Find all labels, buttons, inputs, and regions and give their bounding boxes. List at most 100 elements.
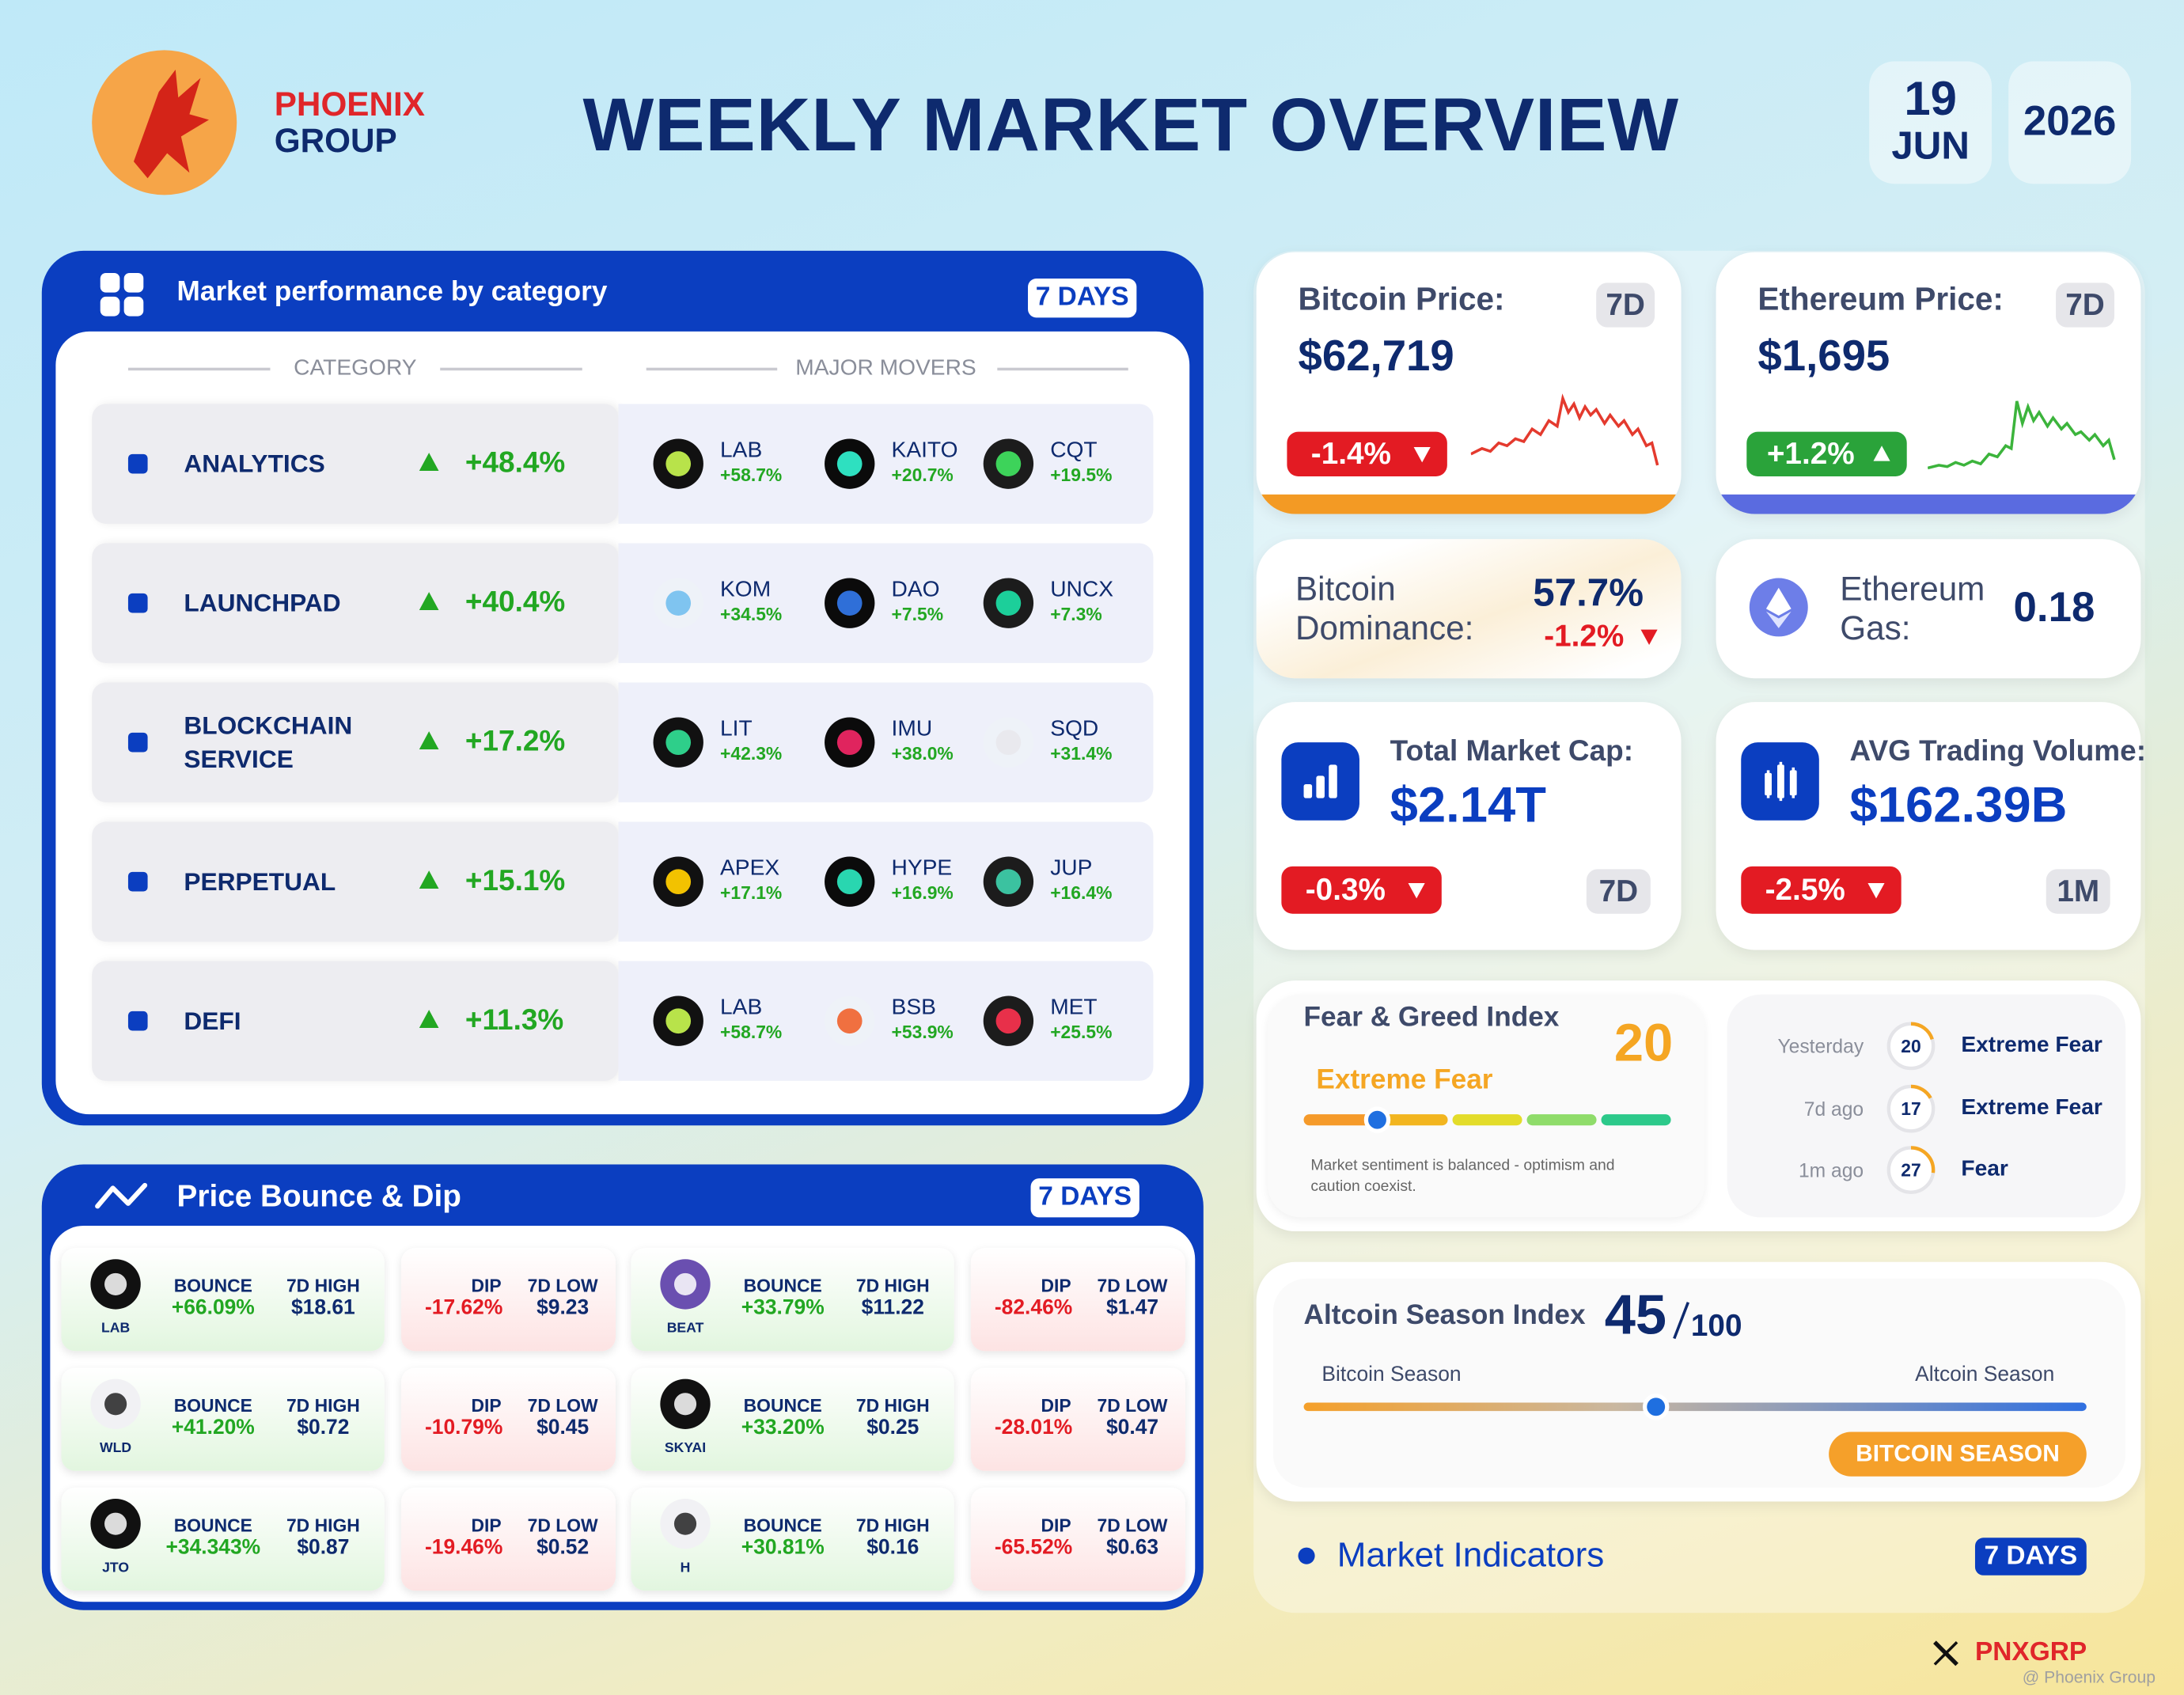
panel-icon [123, 272, 144, 293]
token-icon-mark [665, 869, 692, 895]
high-value: $0.72 [297, 1416, 350, 1440]
category-change: +48.4% [464, 447, 566, 480]
panel-icon [95, 1182, 148, 1209]
history-value: 27 [1901, 1159, 1921, 1181]
token-icon [653, 578, 703, 628]
category-bullet [127, 453, 148, 474]
token-icon-mark [836, 730, 863, 756]
mover-symbol: IMU [891, 717, 933, 741]
period-badge: 7D [1586, 869, 1651, 914]
mover-change: +19.5% [1050, 465, 1113, 486]
low-label: 7D LOW [527, 1394, 598, 1416]
dip-label: DIP [471, 1394, 502, 1416]
fear-greed-value: 20 [1613, 1014, 1674, 1074]
bounce-value: +33.79% [741, 1295, 825, 1320]
low-label: 7D LOW [1097, 1275, 1168, 1296]
token-symbol: SKYAI [664, 1440, 707, 1457]
token-symbol: WLD [100, 1440, 132, 1457]
category-name: LAUNCHPAD [184, 589, 341, 617]
token-icon-mark [665, 730, 692, 756]
high-label: 7D HIGH [286, 1275, 360, 1296]
dip-value: -10.79% [424, 1416, 503, 1440]
arrow [1873, 446, 1890, 461]
mover-symbol: KOM [720, 578, 772, 602]
arrow [1408, 882, 1425, 899]
token-icon [825, 856, 875, 907]
stat-card [1256, 539, 1682, 679]
mover-symbol: CQT [1050, 438, 1098, 463]
token-icon-mark [836, 590, 863, 616]
bounce-value: +34.343% [165, 1535, 261, 1560]
bullet [1298, 1547, 1315, 1564]
card-label: Bitcoin Price: [1298, 280, 1505, 317]
dip-card [400, 1487, 616, 1591]
card-icon-glyph [1303, 764, 1337, 798]
dip-label: DIP [471, 1515, 502, 1536]
history-value: 20 [1901, 1035, 1921, 1057]
period-badge: 7D [2056, 282, 2114, 328]
token-icon-mark [836, 1008, 863, 1034]
token-icon [660, 1378, 711, 1429]
price-value: $1,695 [1757, 331, 1890, 381]
icon-candle [1765, 772, 1772, 796]
card-strip [1716, 494, 2141, 514]
bounce-value: +33.20% [741, 1416, 825, 1440]
category-card [92, 404, 619, 524]
history-gauge [1886, 1146, 1936, 1194]
category-change: +11.3% [464, 1004, 564, 1037]
low-label: 7D LOW [1097, 1394, 1168, 1416]
low-value: $0.47 [1105, 1416, 1159, 1440]
arrow-icon [419, 731, 439, 749]
gauge-segment [1378, 1114, 1448, 1126]
arrow-icon [1867, 882, 1885, 899]
mover-change: +31.4% [1050, 743, 1113, 764]
dominance-change: -1.2% [1544, 618, 1625, 654]
bounce-label: BOUNCE [743, 1515, 822, 1536]
card-strip [1256, 494, 1682, 514]
mover-change: +42.3% [720, 743, 783, 764]
history-gauge [1886, 1083, 1936, 1132]
date-month: JUN [1891, 123, 1970, 168]
dip-card [400, 1367, 616, 1471]
token-icon-mark [836, 451, 863, 476]
page-title: WEEKLY MARKET OVERVIEW [582, 83, 1680, 168]
sparkline [1470, 393, 1659, 466]
category-name: BLOCKCHAIN SERVICE [184, 711, 353, 773]
token-icon [983, 438, 1034, 489]
change-value: -1.4% [1310, 435, 1391, 471]
arrow [419, 453, 439, 471]
gauge-arc [1886, 1083, 1936, 1132]
mover-symbol: MET [1050, 995, 1098, 1020]
panel-title: Price Bounce & Dip [176, 1178, 461, 1214]
token-icon [660, 1259, 711, 1310]
mover-symbol: LAB [720, 438, 763, 463]
fear-greed-gauge [1303, 1106, 1671, 1133]
change-value: -2.5% [1765, 871, 1845, 907]
card-label: Bitcoin Dominance: [1295, 571, 1474, 648]
mover-change: +58.7% [720, 465, 783, 486]
token-icon [90, 1498, 141, 1549]
dip-label: DIP [1041, 1515, 1071, 1536]
token-icon [653, 717, 703, 768]
high-value: $0.87 [297, 1535, 350, 1560]
dip-label: DIP [1041, 1275, 1071, 1296]
high-label: 7D HIGH [855, 1394, 930, 1416]
sparkline [1928, 400, 2116, 470]
gauge-arc [1886, 1146, 1936, 1194]
fear-greed-title: Fear & Greed Index [1303, 1002, 1560, 1033]
gauge-segment [1452, 1114, 1522, 1126]
low-value: $0.45 [537, 1416, 590, 1440]
token-icon [653, 438, 703, 489]
category-bullet [127, 871, 148, 892]
divider [440, 367, 582, 371]
high-value: $11.22 [861, 1295, 924, 1320]
mover-symbol: LIT [720, 717, 753, 741]
high-label: 7D HIGH [286, 1394, 360, 1416]
mover-change: +53.9% [891, 1022, 954, 1043]
dip-value: -19.46% [424, 1535, 503, 1560]
dip-value: -17.62% [424, 1295, 503, 1320]
period-badge: 7 DAYS [1974, 1538, 2087, 1576]
mover-symbol: SQD [1050, 717, 1099, 741]
high-label: 7D HIGH [855, 1515, 930, 1536]
